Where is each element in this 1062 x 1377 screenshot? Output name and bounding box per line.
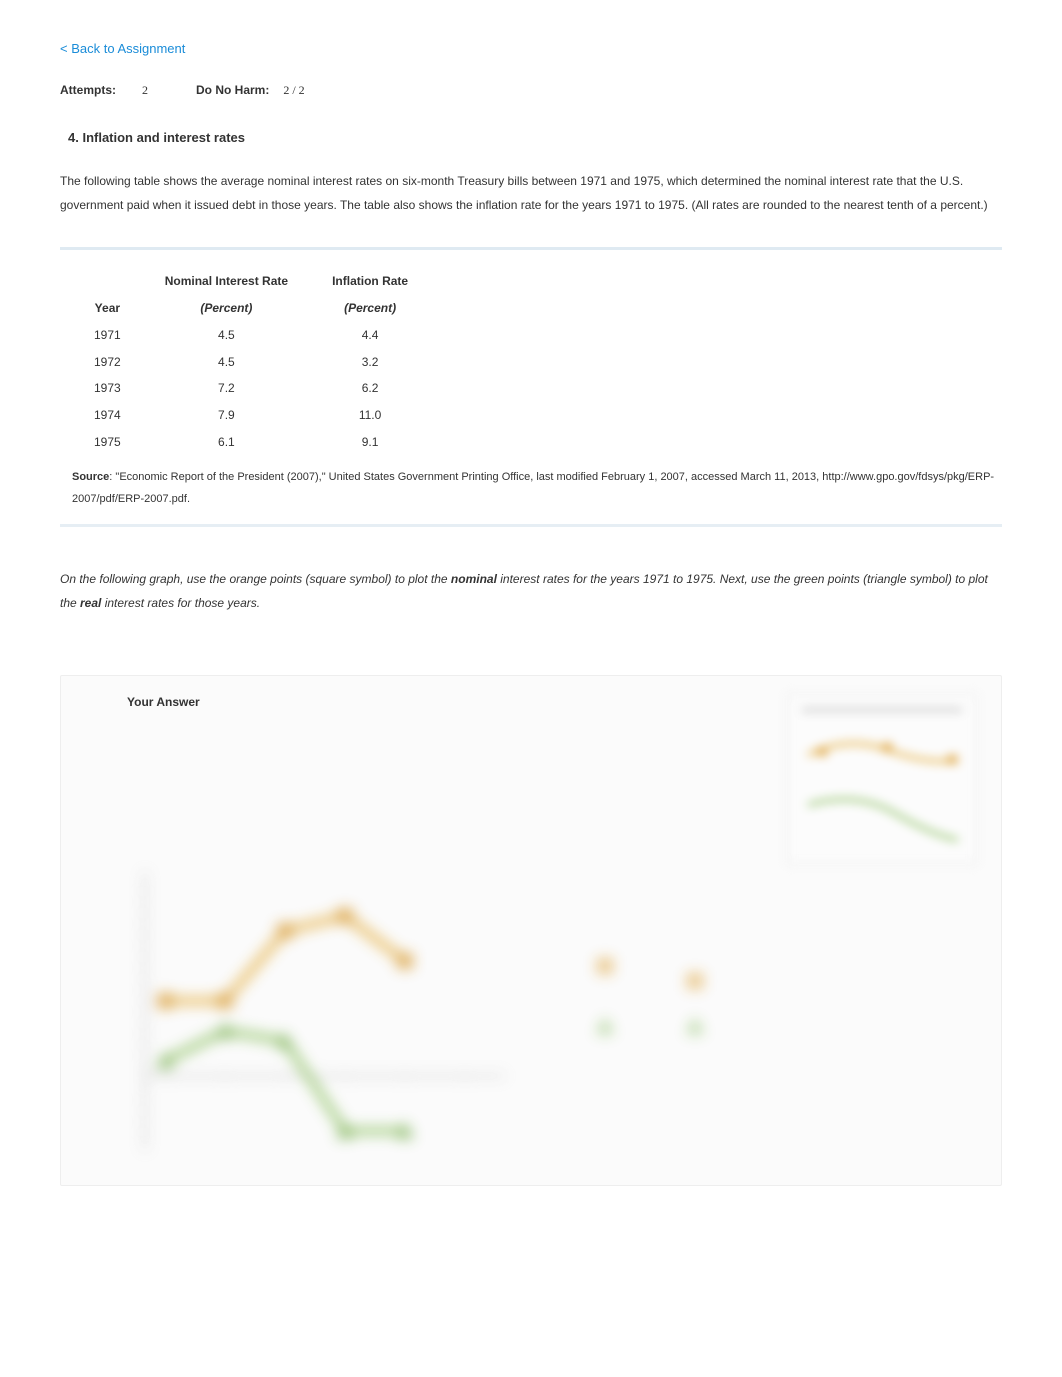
cell-nir: 7.9: [143, 402, 310, 429]
graph-instruction: On the following graph, use the orange p…: [60, 567, 1002, 615]
source-label: Source: [72, 471, 109, 483]
graph-card: Your Answer: [60, 675, 1002, 1186]
cell-year: 1972: [72, 349, 143, 376]
col-year: Year: [72, 295, 143, 322]
cell-year: 1973: [72, 375, 143, 402]
instr-real: real: [80, 596, 101, 610]
do-no-harm-label: Do No Harm:: [196, 82, 269, 99]
col-nir-unit: (Percent): [143, 295, 310, 322]
table-row: 19747.911.0: [72, 402, 430, 429]
cell-inf: 11.0: [310, 402, 430, 429]
source-line: Source: "Economic Report of the Presiden…: [72, 466, 1002, 510]
legend-panel: [787, 694, 977, 864]
cell-inf: 4.4: [310, 322, 430, 349]
back-link[interactable]: < Back to Assignment: [60, 40, 1002, 58]
do-no-harm-value: 2 / 2: [283, 82, 304, 99]
table-row: 19724.53.2: [72, 349, 430, 376]
question-title: 4. Inflation and interest rates: [68, 129, 1002, 147]
attempts-label: Attempts:: [60, 82, 116, 99]
data-table-wrap: Nominal Interest Rate Inflation Rate Yea…: [60, 247, 1002, 510]
attempts-value: 2: [142, 82, 148, 99]
table-row: 19756.19.1: [72, 429, 430, 456]
cell-inf: 6.2: [310, 375, 430, 402]
question-intro: The following table shows the average no…: [60, 169, 1002, 217]
table-row: 19737.26.2: [72, 375, 430, 402]
col-year-blank: [72, 268, 143, 295]
instr-nominal: nominal: [451, 572, 497, 586]
section-divider: [60, 524, 1002, 527]
col-inf: Inflation Rate: [310, 268, 430, 295]
cell-year: 1971: [72, 322, 143, 349]
data-table: Nominal Interest Rate Inflation Rate Yea…: [72, 268, 430, 456]
table-row: 19714.54.4: [72, 322, 430, 349]
cell-nir: 7.2: [143, 375, 310, 402]
cell-nir: 4.5: [143, 349, 310, 376]
cell-year: 1975: [72, 429, 143, 456]
attempt-meta: Attempts: 2 Do No Harm: 2 / 2: [60, 82, 1002, 99]
cell-inf: 3.2: [310, 349, 430, 376]
cell-nir: 4.5: [143, 322, 310, 349]
cell-year: 1974: [72, 402, 143, 429]
instr-pre: On the following graph, use the orange p…: [60, 572, 451, 586]
instr-post: interest rates for those years.: [101, 596, 260, 610]
cell-inf: 9.1: [310, 429, 430, 456]
cell-nir: 6.1: [143, 429, 310, 456]
col-nir: Nominal Interest Rate: [143, 268, 310, 295]
source-text: : "Economic Report of the President (200…: [72, 471, 994, 505]
col-inf-unit: (Percent): [310, 295, 430, 322]
answer-chart[interactable]: [85, 721, 775, 1161]
